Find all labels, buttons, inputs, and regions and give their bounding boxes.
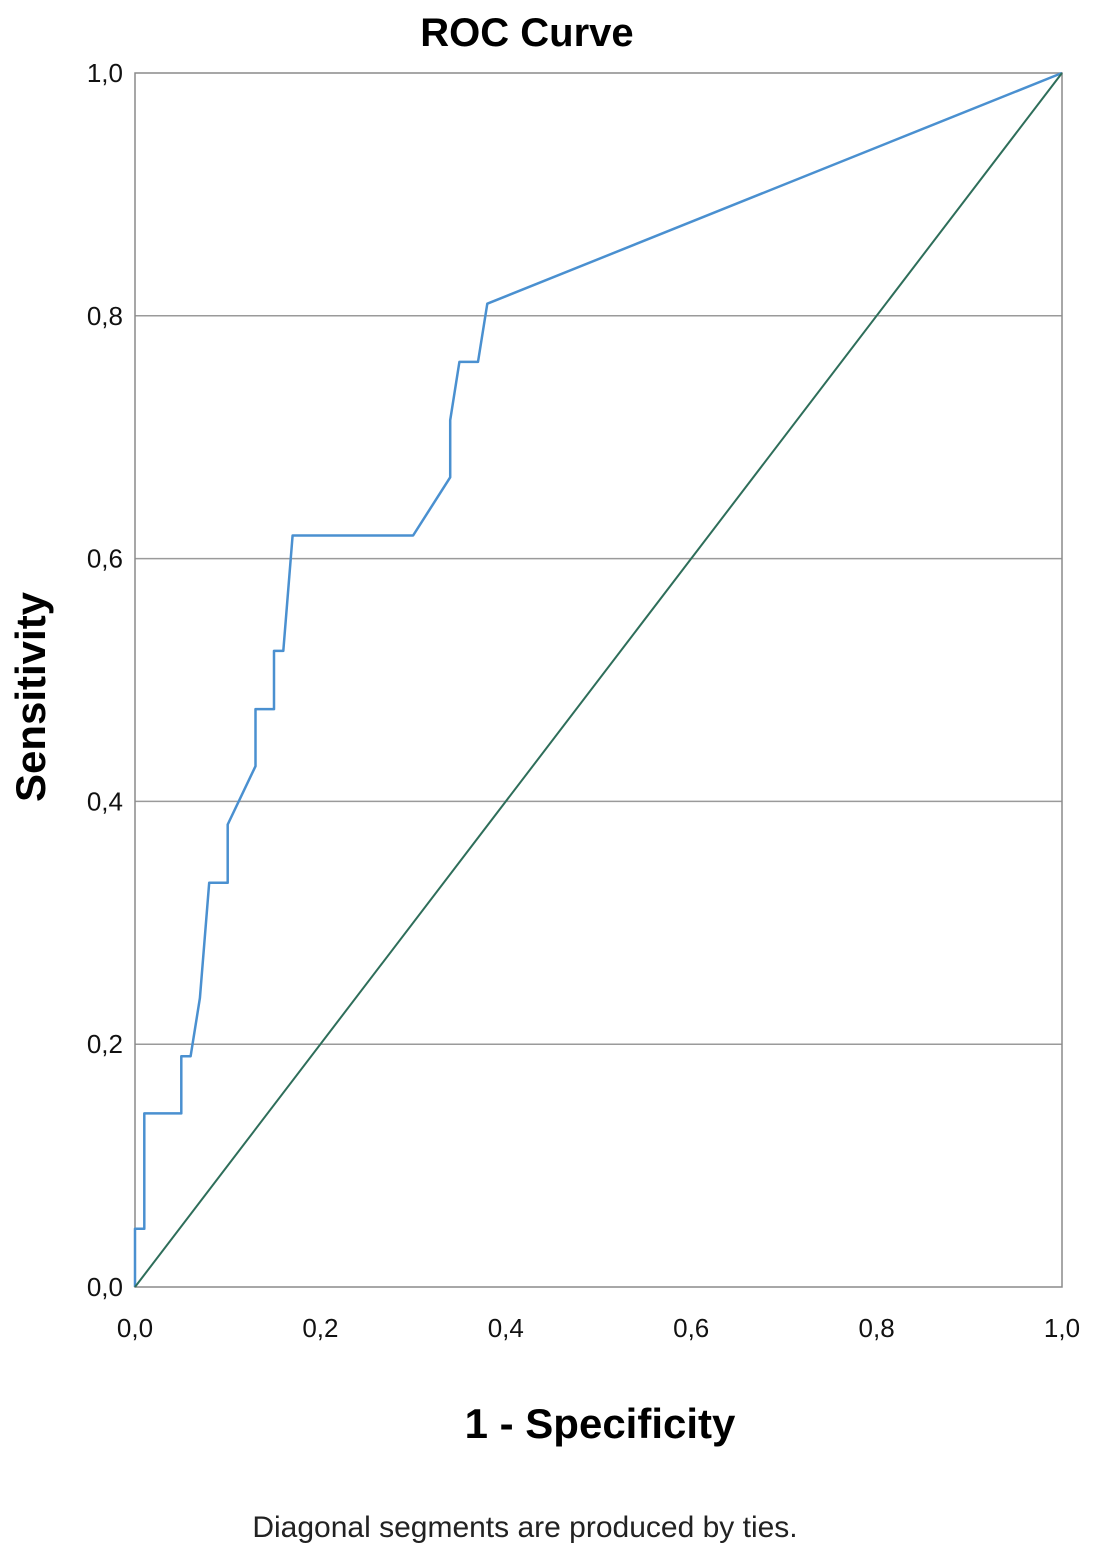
y-tick-label: 0,4: [87, 786, 123, 816]
y-tick-label: 0,6: [87, 544, 123, 574]
footnote: Diagonal segments are produced by ties.: [252, 1511, 797, 1544]
roc-curve-line: [133, 71, 1063, 1287]
y-tick-label: 0,2: [87, 1029, 123, 1059]
reference-diagonal-line: [134, 72, 1063, 1288]
y-axis-label: Sensitivity: [7, 591, 54, 802]
x-tick-label: 0,2: [302, 1313, 338, 1343]
x-axis-label: 1 - Specificity: [465, 1400, 736, 1447]
series-layer: [133, 71, 1063, 1288]
y-tick-label: 1,0: [87, 58, 123, 88]
plot-area-frame: [134, 72, 1063, 1288]
y-axis-ticks: 0,0 0,2 0,4 0,6 0,8 1,0: [87, 58, 123, 1302]
x-tick-label: 1,0: [1044, 1313, 1080, 1343]
chart-title: ROC Curve: [420, 11, 633, 55]
y-tick-label: 0,0: [87, 1272, 123, 1302]
x-tick-label: 0,0: [117, 1313, 153, 1343]
x-axis-ticks: 0,0 0,2 0,4 0,6 0,8 1,0: [117, 1313, 1080, 1343]
x-tick-label: 0,4: [488, 1313, 524, 1343]
x-tick-label: 0,8: [859, 1313, 895, 1343]
y-tick-label: 0,8: [87, 301, 123, 331]
x-tick-label: 0,6: [673, 1313, 709, 1343]
